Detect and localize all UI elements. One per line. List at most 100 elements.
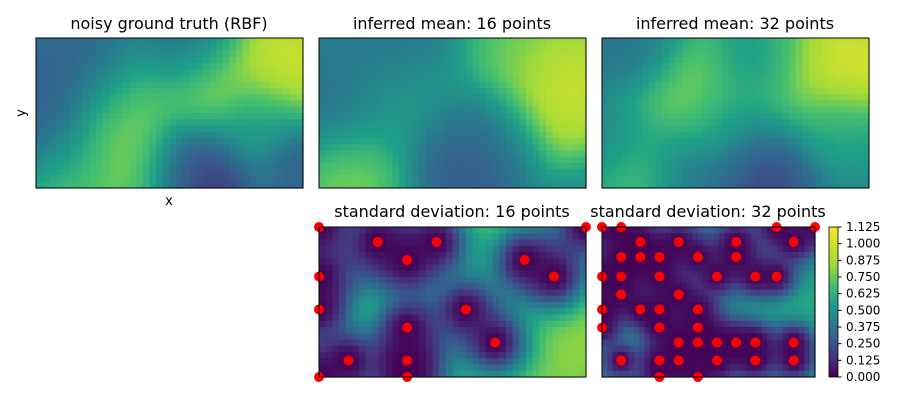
heatmap-cell [332,308,340,316]
heatmap-cell [412,283,420,291]
heatmap-cell [655,100,663,108]
heatmap-cell [485,345,494,353]
heatmap-cell [365,81,373,89]
heatmap-cell [623,227,630,234]
heatmap-cell [36,88,44,95]
heatmap-cell [703,295,710,303]
heatmap-cell [777,358,784,366]
heatmap-cell [102,56,111,64]
heatmap-cell [751,289,758,297]
heatmap-cell [708,345,715,353]
heatmap-cell [572,81,580,89]
heatmap-cell [552,63,560,70]
heatmap-cell [405,75,414,83]
heatmap-cell [772,258,779,266]
heatmap-cell [768,156,777,164]
heatmap-cell [695,38,703,45]
heatmap-cell [799,302,805,309]
heatmap-cell [539,252,547,259]
heatmap-cell [799,339,805,347]
heatmap-cell [688,144,697,152]
heatmap-cell [777,245,784,253]
heatmap-cell [345,144,353,152]
heatmap-cell [655,81,663,89]
heatmap-cell [855,119,863,127]
heatmap-cell [633,314,640,322]
heatmap-cell [282,81,291,89]
heatmap-cell [425,181,434,189]
heatmap-cell [485,258,494,266]
heatmap-cell [799,264,805,272]
heatmap-cell [352,295,360,303]
heatmap-cell [392,327,400,334]
heatmap-cell [399,339,407,347]
heatmap-cell [405,227,414,234]
heatmap-cell [419,333,427,341]
heatmap-cell [445,88,454,95]
heatmap-cell [742,125,750,133]
heatmap-cell [499,138,507,145]
heatmap-cell [702,144,710,152]
heatmap-cell [465,175,474,183]
heatmap-cell [822,38,830,45]
heatmap-cell [623,258,630,266]
heatmap-cell [788,283,795,291]
heatmap-cell [445,327,454,334]
heatmap-cell [109,69,117,77]
heatmap-cell [156,88,164,95]
heatmap-cell [365,227,373,234]
heatmap-cell [216,119,224,127]
heatmap-cell [319,233,327,241]
heatmap-cell [525,106,534,114]
heatmap-cell [552,131,560,139]
heatmap-cell [136,119,144,127]
heatmap-cell [425,138,434,145]
heatmap-cell [532,81,540,89]
heatmap-cell [623,327,630,334]
heatmap-cell [499,333,507,341]
heatmap-cell [545,156,554,164]
heatmap-cell [499,181,507,189]
heatmap-cell [432,227,440,234]
heatmap-cell [472,227,480,234]
heatmap-cell [379,38,387,45]
heatmap-cell [804,245,811,253]
heatmap-cell [352,138,360,145]
heatmap-cell [445,144,454,152]
heatmap-cell [708,358,715,366]
heatmap-cell [579,314,587,322]
heatmap-cell [465,138,474,145]
sample-point [692,322,703,333]
heatmap-cell [835,88,843,95]
heatmap-cell [276,50,284,58]
heatmap-cell [282,106,291,114]
heatmap-cell [209,50,217,58]
heatmap-cell [635,50,643,58]
heatmap-cell [675,44,683,52]
heatmap-cells [602,38,870,189]
heatmap-cell [579,38,587,45]
heatmap-cell [579,119,587,127]
heatmap-cell [512,364,520,372]
heatmap-cell [459,163,467,170]
heatmap-cell [379,63,387,70]
heatmap-cell [379,119,387,127]
heatmap-cell [76,94,84,102]
heatmap-cell [505,252,514,259]
heatmap-cell [492,131,500,139]
heatmap-cell [628,113,636,120]
heatmap-cell [459,169,467,177]
heatmap-cell [492,50,500,58]
heatmap-cell [176,169,184,177]
heatmap-cell [788,156,797,164]
heatmap-cell [345,138,353,145]
heatmap-cell [635,169,643,177]
heatmap-cell [622,138,630,145]
heatmap-cell [539,38,547,45]
heatmap-cell [116,144,124,152]
heatmap-cell [795,50,803,58]
heatmap-cell [842,163,850,170]
heatmap-cell [465,156,474,164]
heatmap-cell [662,169,670,177]
heatmap-cell [256,81,264,89]
